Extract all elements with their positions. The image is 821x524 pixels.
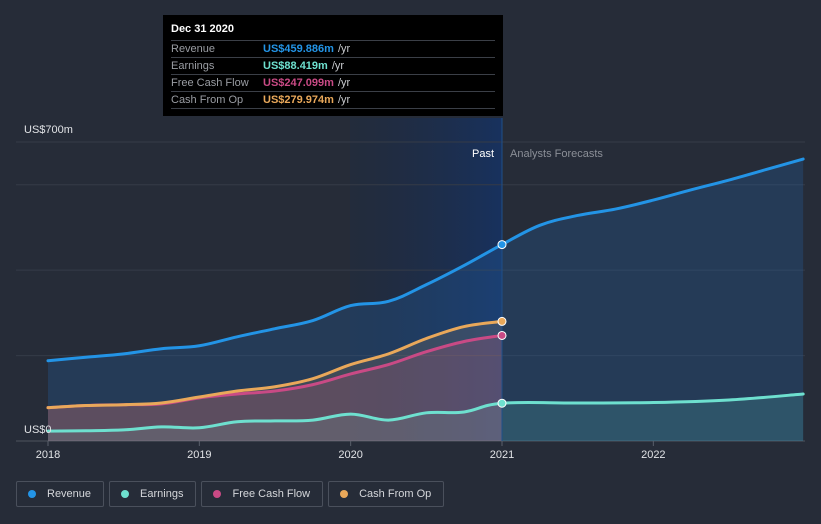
series-lines [46,157,805,433]
forecast-label: Analysts Forecasts [510,148,603,160]
free-cash-flow-marker[interactable] [497,330,507,340]
legend-label: Cash From Op [359,488,432,500]
tooltip: Dec 31 2020 Revenue US$459.886m /yr Earn… [163,15,503,116]
earnings-dot-icon [121,490,130,498]
revenue-line [46,157,805,363]
x-tick-label: 2021 [490,449,514,461]
y-tick-label-max: US$700m [24,124,73,136]
tooltip-label: Revenue [171,43,216,55]
y-tick-label-zero: US$0 [24,424,52,436]
tooltip-unit: /yr [337,77,351,89]
tooltip-unit: /yr [331,60,345,72]
tooltip-value: US$247.099m [263,77,334,89]
cash-from-op-marker[interactable] [497,316,507,326]
tooltip-unit: /yr [337,43,351,55]
legend-label: Earnings [140,488,184,500]
tooltip-value: US$88.419m [263,60,328,72]
revenue-dot-icon [28,490,36,498]
cash-from-op-dot-icon [340,490,349,498]
tooltip-date: Dec 31 2020 [171,21,495,41]
x-axis: 2018 2019 2020 2021 2022 [36,441,666,461]
revenue-marker[interactable] [497,240,507,250]
legend-label: Revenue [47,488,92,500]
tooltip-label: Earnings [171,60,215,72]
cash-from-op-area [48,321,502,441]
cash-from-op-line [46,319,504,410]
earnings-area [48,394,804,441]
x-tick-label: 2019 [187,449,211,461]
x-tick-label: 2022 [641,449,665,461]
free-cash-flow-area [48,335,502,441]
earnings-marker[interactable] [497,398,507,408]
tooltip-row-free-cash-flow: Free Cash Flow US$247.099m /yr [171,75,495,92]
x-tick-label: 2018 [36,449,60,461]
tooltip-label: Free Cash Flow [171,77,249,89]
legend: Revenue Earnings Free Cash Flow Cash Fro… [16,481,445,507]
tooltip-row-revenue: Revenue US$459.886m /yr [171,41,495,58]
legend-item-earnings[interactable]: Earnings [109,481,197,507]
tooltip-value: US$459.886m [263,43,334,55]
free-cash-flow-dot-icon [213,490,222,498]
x-tick-label: 2020 [338,449,362,461]
legend-item-revenue[interactable]: Revenue [16,481,105,507]
series-markers [497,240,507,408]
tooltip-value: US$279.974m [263,94,334,106]
earnings-line [46,392,805,433]
tooltip-unit: /yr [337,94,351,106]
past-label: Past [472,148,494,160]
revenue-area [48,159,804,442]
tooltip-row-cash-from-op: Cash From Op US$279.974m /yr [171,92,495,109]
tooltip-label: Cash From Op [171,94,244,106]
legend-item-cash-from-op[interactable]: Cash From Op [328,481,445,507]
tooltip-row-earnings: Earnings US$88.419m /yr [171,58,495,75]
series-areas [48,159,804,442]
legend-item-free-cash-flow[interactable]: Free Cash Flow [201,481,324,507]
legend-label: Free Cash Flow [232,488,311,500]
past-region-highlight [350,118,502,441]
